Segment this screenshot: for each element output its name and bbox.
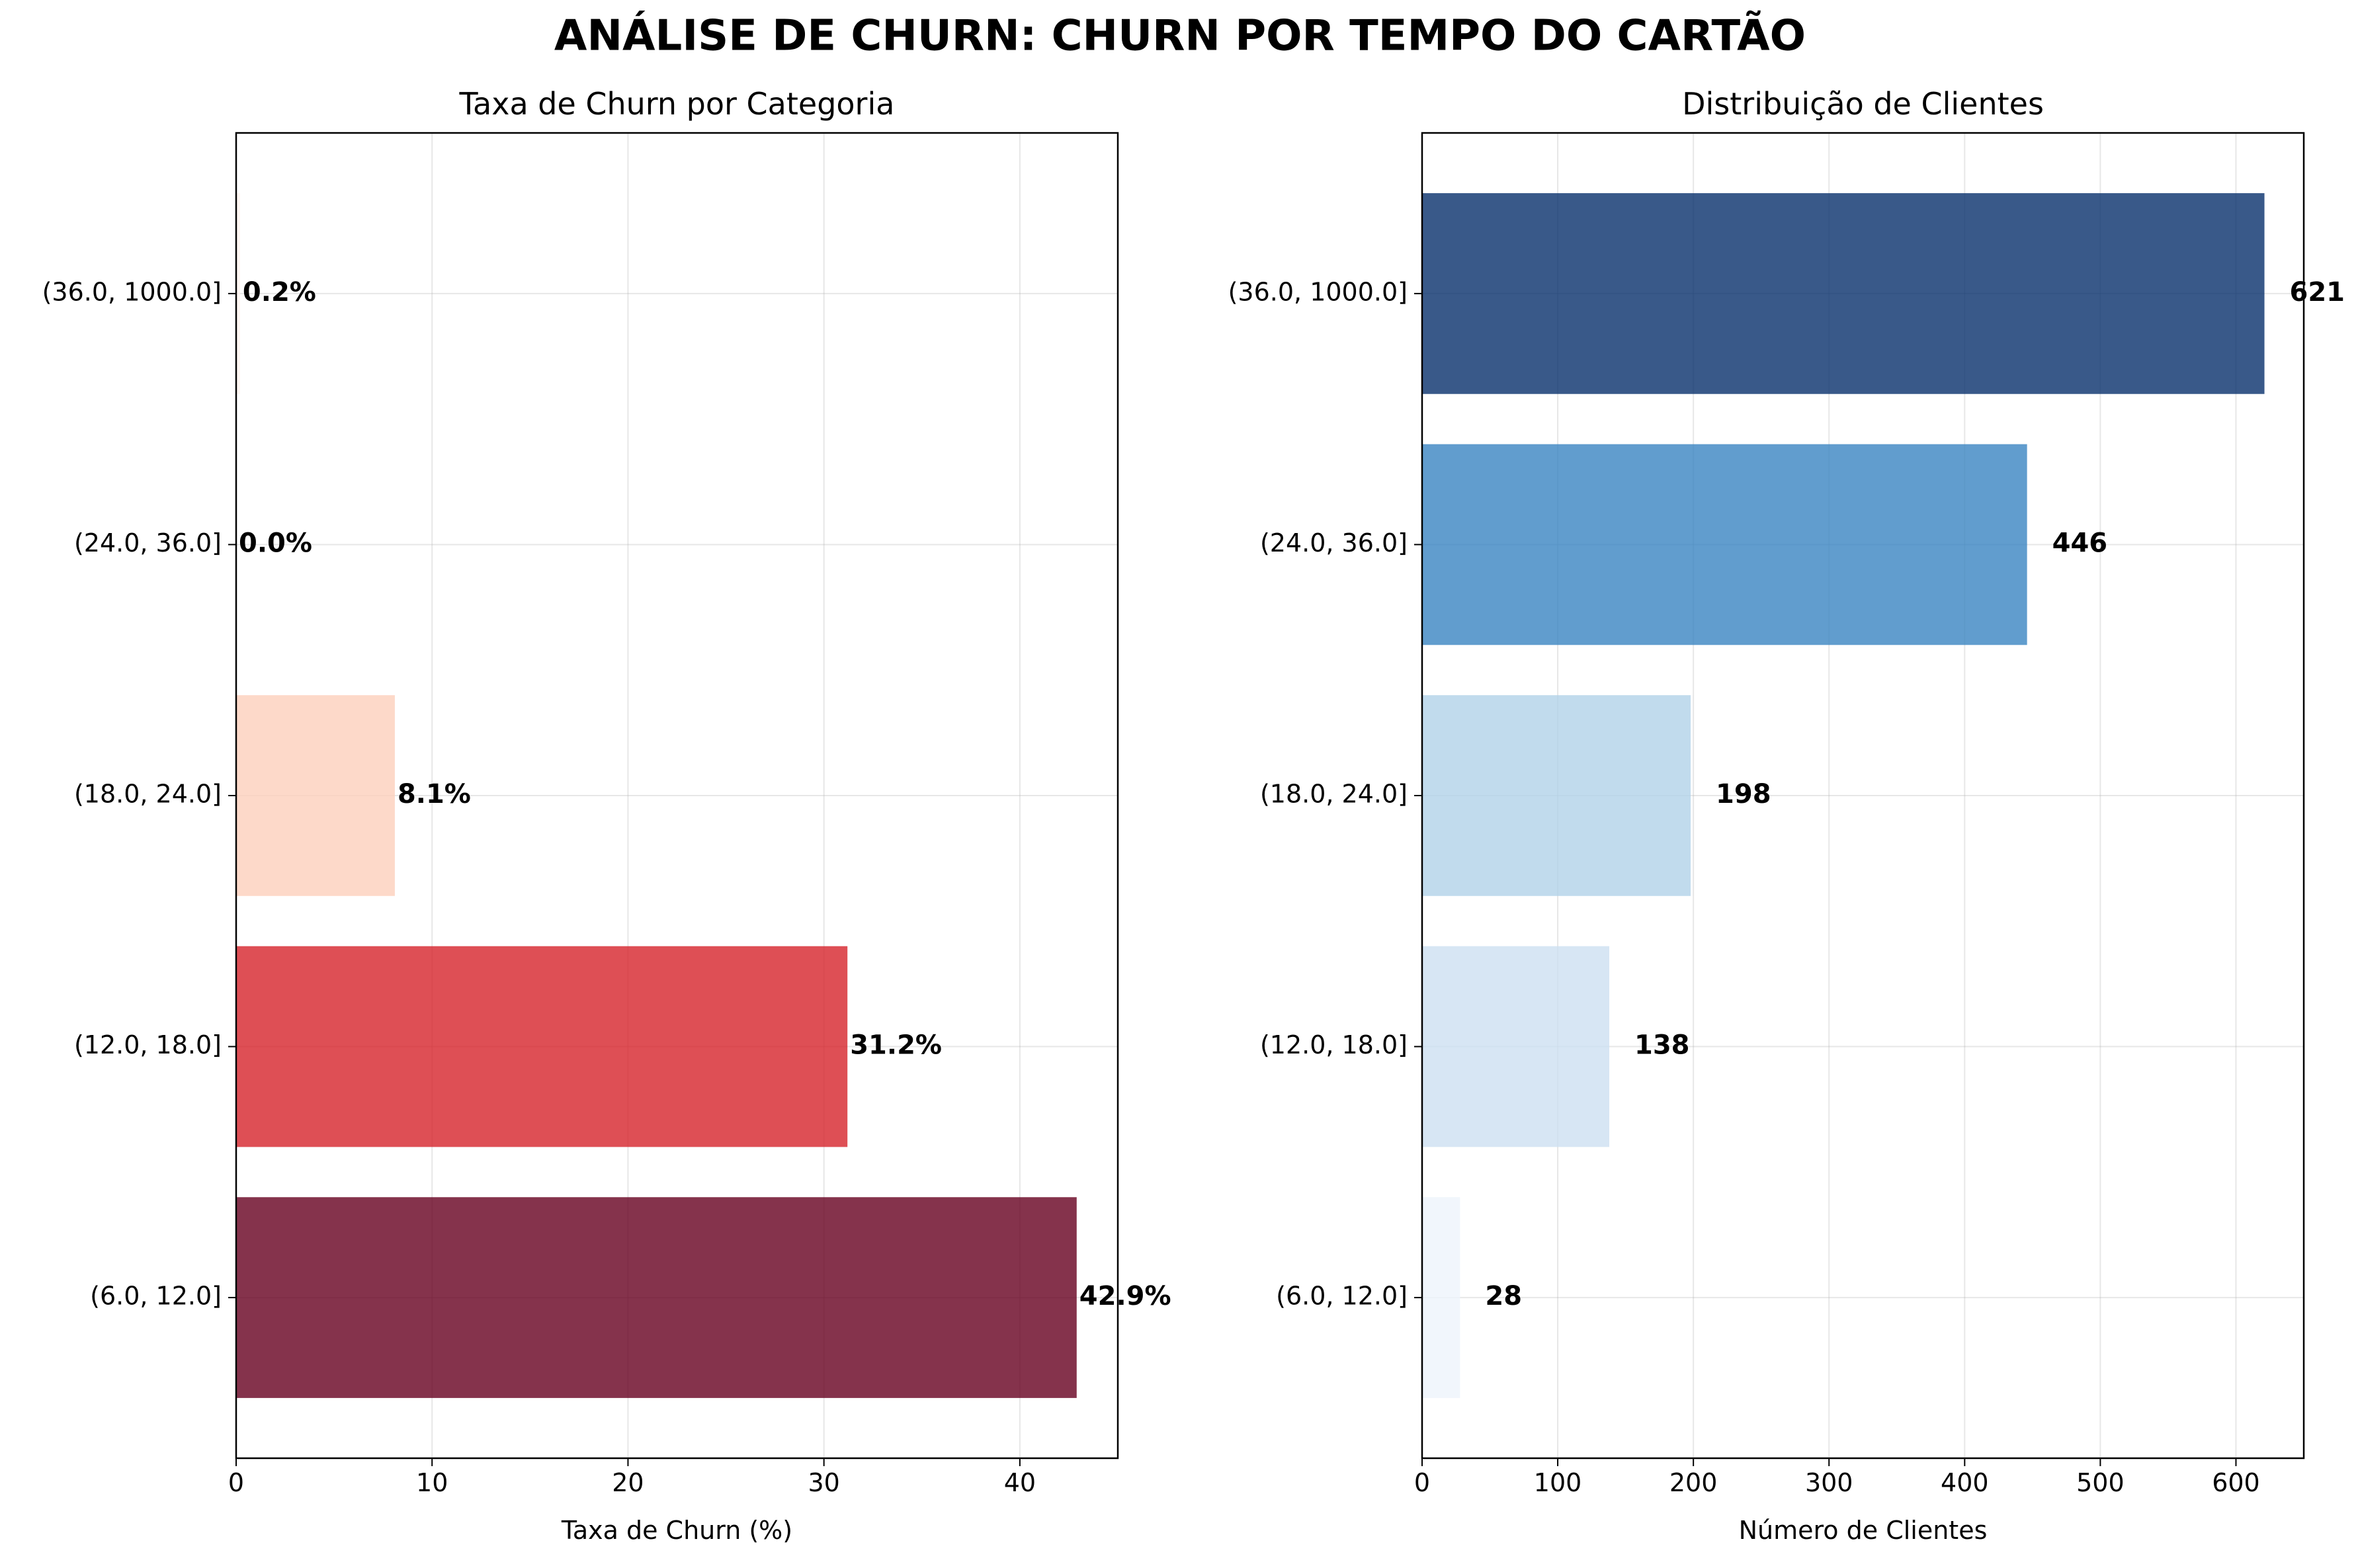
- data-label: 446: [2052, 528, 2108, 558]
- x-tick-label: 300: [1805, 1468, 1853, 1497]
- x-axis-label: Taxa de Churn (%): [561, 1516, 792, 1545]
- y-tick-label: (18.0, 24.0]: [1260, 780, 1408, 809]
- x-tick-label: 20: [612, 1468, 644, 1497]
- x-axis-label: Número de Clientes: [1739, 1516, 1988, 1545]
- bar: [236, 695, 395, 896]
- bar: [1422, 946, 1610, 1147]
- data-label: 28: [1485, 1281, 1522, 1311]
- bar: [1422, 444, 2027, 645]
- y-tick-label: (24.0, 36.0]: [1260, 528, 1408, 557]
- y-tick-label: (36.0, 1000.0]: [42, 277, 222, 306]
- data-label: 138: [1634, 1030, 1690, 1061]
- panel-title: Distribuição de Clientes: [1682, 86, 2044, 122]
- x-tick-label: 100: [1534, 1468, 1582, 1497]
- x-tick-label: 200: [1669, 1468, 1718, 1497]
- y-tick-label: (24.0, 36.0]: [74, 528, 222, 557]
- y-tick-label: (12.0, 18.0]: [1260, 1030, 1408, 1059]
- figure-title: ANÁLISE DE CHURN: CHURN POR TEMPO DO CAR…: [554, 11, 1806, 61]
- data-label: 42.9%: [1079, 1281, 1171, 1311]
- x-tick-label: 0: [228, 1468, 244, 1497]
- y-tick-label: (6.0, 12.0]: [90, 1282, 222, 1311]
- x-tick-label: 600: [2212, 1468, 2260, 1497]
- chart-panel-1: 42.9% (6.0, 12.0] 31.2% (12.0, 18.0] 8.1% (18…: [42, 86, 1171, 1545]
- bar: [1422, 695, 1691, 896]
- y-tick-label: (36.0, 1000.0]: [1228, 277, 1408, 306]
- bar: [236, 1197, 1077, 1398]
- data-label: 31.2%: [850, 1030, 942, 1061]
- chart-panel-2: 28 (6.0, 12.0] 138 (12.0, 18.0] 198 (18.0, 24…: [1228, 86, 2345, 1545]
- x-tick-label: 40: [1004, 1468, 1036, 1497]
- data-label: 8.1%: [398, 779, 471, 809]
- bar: [236, 946, 848, 1147]
- data-label: 0.0%: [239, 528, 312, 558]
- x-tick-label: 10: [416, 1468, 448, 1497]
- y-tick-label: (6.0, 12.0]: [1276, 1282, 1408, 1311]
- x-tick-label: 30: [808, 1468, 839, 1497]
- bar: [1422, 193, 2265, 394]
- x-tick-label: 500: [2076, 1468, 2125, 1497]
- x-tick-label: 0: [1414, 1468, 1430, 1497]
- bar: [236, 193, 240, 394]
- y-tick-label: (12.0, 18.0]: [74, 1030, 222, 1059]
- data-label: 0.2%: [243, 277, 316, 308]
- data-label: 198: [1716, 779, 1771, 809]
- data-label: 621: [2290, 277, 2345, 308]
- bar: [1422, 1197, 1460, 1398]
- x-tick-label: 400: [1941, 1468, 1989, 1497]
- y-tick-label: (18.0, 24.0]: [74, 780, 222, 809]
- axes-frame: [235, 132, 1119, 1460]
- axes-frame: [1421, 132, 2305, 1460]
- panel-title: Taxa de Churn por Categoria: [459, 86, 895, 122]
